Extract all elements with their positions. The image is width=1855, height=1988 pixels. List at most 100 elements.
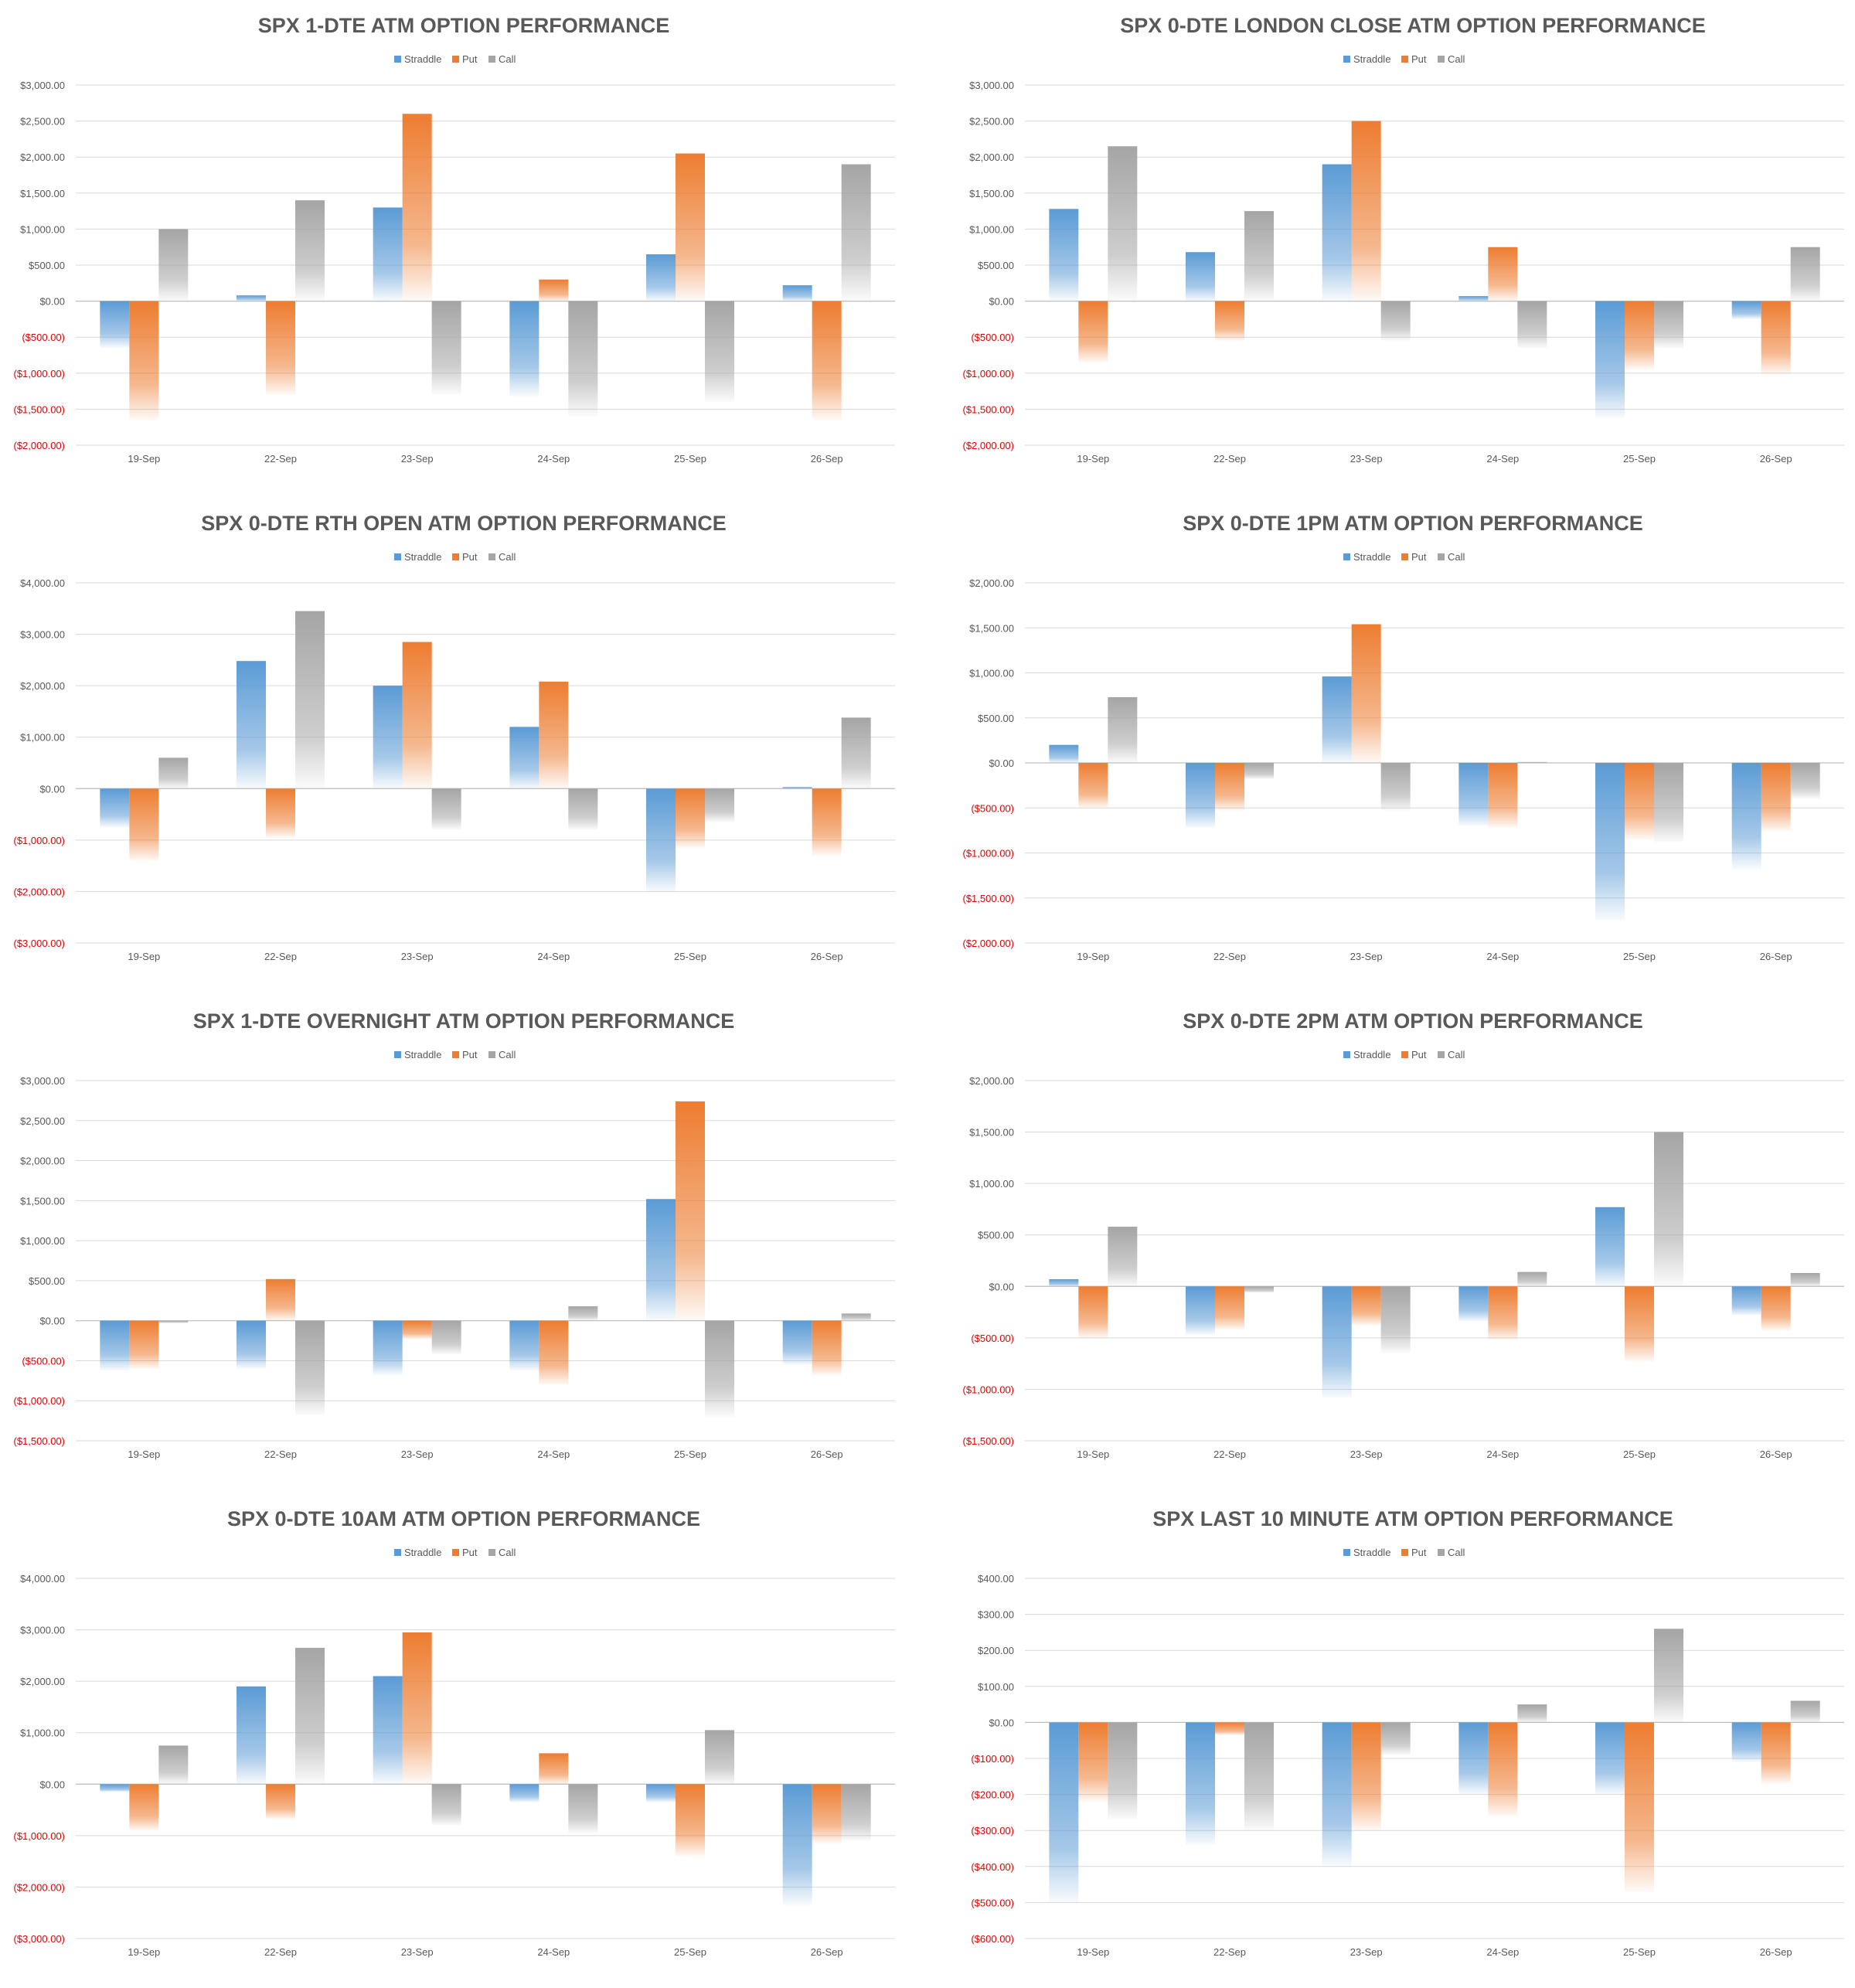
chart-title: SPX 1-DTE OVERNIGHT ATM OPTION PERFORMAN… <box>193 1009 735 1033</box>
legend-swatch-put <box>452 553 459 560</box>
y-tick-label: $3,000.00 <box>20 629 65 641</box>
bar-straddle-22-Sep <box>237 1320 266 1369</box>
bar-put-24-Sep <box>1488 247 1518 301</box>
y-tick-label: $1,000.00 <box>969 1178 1014 1190</box>
y-tick-label: ($3,000.00) <box>14 938 66 949</box>
y-tick-label: $300.00 <box>978 1609 1014 1621</box>
legend-label-straddle: Straddle <box>1353 1547 1390 1558</box>
y-tick-label: $2,500.00 <box>20 1115 65 1127</box>
legend-swatch-put <box>1401 553 1408 560</box>
legend: Straddle Put Call <box>1343 1049 1465 1060</box>
y-tick-label: $1,000.00 <box>20 223 65 235</box>
bar-straddle-24-Sep <box>1458 1286 1489 1322</box>
bar-straddle-19-Sep <box>100 1784 130 1792</box>
bar-put-23-Sep <box>1351 624 1381 763</box>
chart-panel-overnight: SPX 1-DTE OVERNIGHT ATM OPTION PERFORMAN… <box>0 996 928 1490</box>
bar-put-23-Sep <box>1351 1286 1381 1326</box>
legend-label-straddle: Straddle <box>1353 1049 1390 1060</box>
bar-put-24-Sep <box>1488 1286 1518 1340</box>
legend-swatch-put <box>1401 1549 1408 1556</box>
y-tick-label: $0.00 <box>989 757 1014 769</box>
y-tick-label: ($1,000.00) <box>963 1384 1015 1395</box>
y-tick-label: ($1,000.00) <box>14 368 66 380</box>
legend: Straddle Put Call <box>394 1547 516 1558</box>
x-tick-label: 26-Sep <box>811 1448 843 1460</box>
bar-straddle-24-Sep <box>509 301 539 397</box>
bar-put-23-Sep <box>1351 121 1381 301</box>
bar-put-26-Sep <box>812 788 842 856</box>
y-tick-label: $2,000.00 <box>20 680 65 692</box>
bar-call-22-Sep <box>295 1647 325 1785</box>
bar-call-23-Sep <box>1380 301 1411 341</box>
x-tick-label: 19-Sep <box>1077 1946 1109 1958</box>
chart-panel-1pm: SPX 0-DTE 1PM ATM OPTION PERFORMANCE Stra… <box>949 498 1855 992</box>
y-tick-label: ($1,000.00) <box>963 368 1015 380</box>
bar-put-25-Sep <box>1625 1286 1654 1362</box>
legend-swatch-straddle <box>394 56 401 63</box>
bar-straddle-24-Sep <box>509 727 539 789</box>
legend-label-put: Put <box>1411 551 1427 563</box>
y-tick-label: $200.00 <box>978 1645 1014 1656</box>
y-tick-label: $1,500.00 <box>20 1195 65 1207</box>
x-tick-label: 22-Sep <box>1213 1946 1246 1958</box>
x-tick-label: 19-Sep <box>1077 453 1109 465</box>
x-tick-label: 19-Sep <box>128 951 160 962</box>
x-tick-label: 19-Sep <box>1077 1448 1109 1460</box>
y-tick-label: $100.00 <box>978 1681 1014 1693</box>
y-tick-label: ($2,000.00) <box>14 440 66 451</box>
legend-label-put: Put <box>462 1049 478 1060</box>
x-tick-label: 22-Sep <box>264 453 297 465</box>
y-tick-label: $2,500.00 <box>20 116 65 128</box>
chart-london-close: SPX 0-DTE LONDON CLOSE ATM OPTION PERFOR… <box>963 14 1844 465</box>
bar-put-23-Sep <box>402 1320 432 1340</box>
chart-panel-last-10-minute: SPX LAST 10 MINUTE ATM OPTION PERFORMANC… <box>949 1493 1855 1988</box>
bar-straddle-24-Sep <box>509 1320 539 1370</box>
legend-swatch-call <box>1438 553 1445 560</box>
legend-swatch-call <box>488 1549 495 1556</box>
legend-label-call: Call <box>499 551 516 563</box>
y-tick-label: ($1,500.00) <box>963 1435 1015 1447</box>
bar-straddle-26-Sep <box>782 1784 812 1905</box>
legend-swatch-straddle <box>394 553 401 560</box>
bar-call-22-Sep <box>295 1320 325 1415</box>
bar-straddle-19-Sep <box>1049 209 1079 301</box>
bar-put-26-Sep <box>812 301 842 420</box>
y-tick-label: ($1,000.00) <box>14 1395 66 1407</box>
legend-label-call: Call <box>1448 1049 1465 1060</box>
bar-put-24-Sep <box>539 1753 569 1785</box>
x-tick-label: 25-Sep <box>1623 1946 1656 1958</box>
legend-label-put: Put <box>462 1547 478 1558</box>
x-tick-label: 23-Sep <box>401 453 434 465</box>
bar-call-26-Sep <box>841 164 871 301</box>
bar-call-26-Sep <box>1790 1272 1820 1287</box>
bar-straddle-25-Sep <box>646 1199 676 1321</box>
chart-overnight: SPX 1-DTE OVERNIGHT ATM OPTION PERFORMAN… <box>14 1009 895 1460</box>
y-tick-label: ($400.00) <box>971 1861 1014 1873</box>
bar-straddle-25-Sep <box>646 1784 676 1802</box>
bar-call-26-Sep <box>841 717 871 789</box>
bar-put-22-Sep <box>266 1784 295 1819</box>
chart-panel-1dte: SPX 1-DTE ATM OPTION PERFORMANCE Straddle… <box>0 0 928 495</box>
bar-put-25-Sep <box>1625 301 1654 370</box>
y-tick-label: $0.00 <box>39 1316 65 1327</box>
bar-call-22-Sep <box>295 611 325 789</box>
bar-call-24-Sep <box>1517 301 1547 349</box>
bar-call-26-Sep <box>1790 763 1820 799</box>
bar-call-23-Sep <box>1380 763 1411 811</box>
y-tick-label: $3,000.00 <box>969 80 1014 91</box>
bar-put-24-Sep <box>539 279 569 301</box>
bar-straddle-22-Sep <box>1186 1286 1215 1335</box>
bar-call-24-Sep <box>568 1784 598 1833</box>
bar-straddle-24-Sep <box>1458 296 1489 301</box>
chart-title: SPX 0-DTE LONDON CLOSE ATM OPTION PERFOR… <box>1120 14 1706 37</box>
bar-call-25-Sep <box>705 1320 734 1417</box>
y-tick-label: ($1,500.00) <box>14 403 66 415</box>
y-tick-label: $0.00 <box>39 1779 65 1790</box>
y-tick-label: $0.00 <box>39 296 65 308</box>
legend-label-straddle: Straddle <box>1353 53 1390 65</box>
chart-panel-10am: SPX 0-DTE 10AM ATM OPTION PERFORMANCE Str… <box>0 1493 928 1988</box>
legend-label-call: Call <box>499 53 516 65</box>
chart-2pm: SPX 0-DTE 2PM ATM OPTION PERFORMANCE Stra… <box>963 1009 1844 1460</box>
bar-straddle-23-Sep <box>373 1676 403 1785</box>
legend-label-put: Put <box>1411 1049 1427 1060</box>
